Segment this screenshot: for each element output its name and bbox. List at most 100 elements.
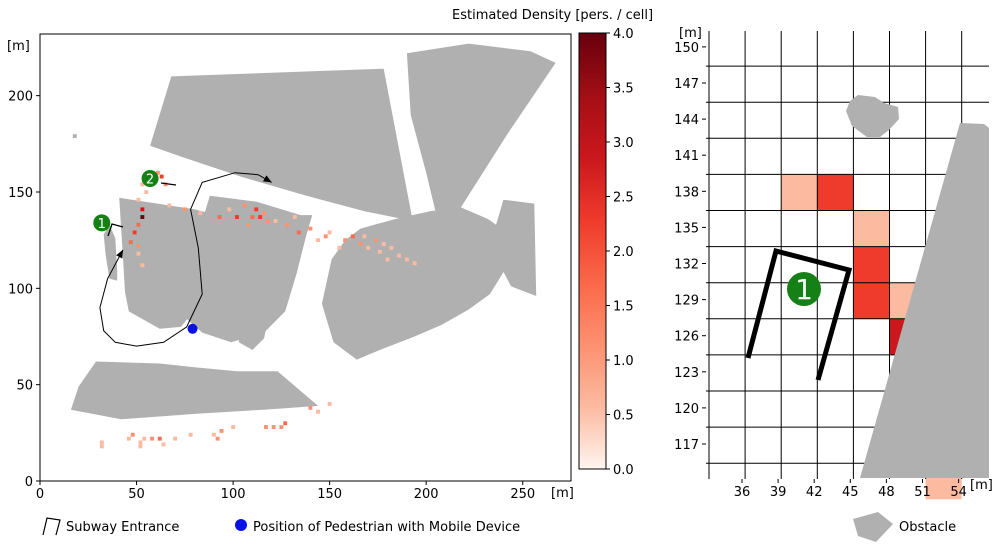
- marker-2: [141, 170, 159, 188]
- density-cells: [99, 170, 417, 449]
- density-cell: [136, 197, 141, 202]
- map-obstacles: [70, 43, 556, 420]
- zoom-density-cell: [853, 210, 890, 247]
- zoom-obstacle-small: [846, 95, 899, 137]
- density-cell: [130, 432, 135, 437]
- density-cell: [140, 182, 145, 187]
- zoom-x-tick-label: 45: [842, 485, 859, 500]
- pedestrian-dot: [187, 323, 198, 334]
- legend-pedestrian-dot: [235, 519, 247, 531]
- zoom-x-tick-label: 42: [806, 485, 823, 500]
- obstacle-0: [150, 68, 413, 221]
- density-cell: [163, 182, 168, 187]
- obstacle-6: [213, 207, 276, 350]
- density-cell: [412, 261, 417, 266]
- density-cell: [250, 215, 255, 219]
- map-x-unit: [m]: [551, 486, 574, 501]
- zoom-x-tick-label: 51: [914, 485, 931, 500]
- density-cell: [316, 238, 320, 243]
- zoom-density-cell: [817, 174, 854, 211]
- walking-path: [99, 172, 272, 347]
- density-cell: [150, 436, 154, 441]
- colorbar-tick-label: 3.5: [613, 82, 634, 97]
- colorbar-bar: [578, 32, 607, 470]
- density-cell: [404, 257, 409, 262]
- density-cell: [283, 421, 288, 426]
- zoom-y-tick-label: 147: [674, 77, 699, 92]
- colorbar-label: Estimated Density [pers. / cell]: [452, 8, 653, 23]
- colorbar-tick-label: 1.0: [613, 354, 634, 369]
- density-cell: [188, 432, 193, 437]
- density-cell: [362, 234, 367, 239]
- density-cell: [167, 203, 172, 208]
- zoom-marker-1-label: 1: [795, 273, 813, 306]
- legend-pedestrian: Position of Pedestrian with Mobile Devic…: [253, 520, 520, 535]
- density-cell: [273, 219, 278, 223]
- density-cell: [161, 442, 166, 447]
- density-cell: [264, 425, 268, 429]
- density-cell: [292, 215, 297, 219]
- colorbar: Estimated Density [pers. / cell] 0.0 0.5 1…: [452, 8, 653, 478]
- colorbar-tick-label: 2.5: [613, 191, 634, 206]
- density-cell: [246, 222, 251, 227]
- zoom-x-tick-label: 48: [878, 485, 895, 500]
- marker-label: 2: [146, 173, 154, 188]
- density-cell: [144, 190, 149, 194]
- density-cell: [258, 215, 263, 219]
- density-cell: [397, 253, 402, 258]
- density-cell: [308, 226, 313, 231]
- colorbar-tick-label: 1.5: [613, 300, 634, 315]
- zoom-y-tick-label: 117: [674, 438, 699, 453]
- density-cell: [254, 207, 259, 212]
- density-cell: [235, 215, 239, 219]
- zoom-y-unit: [m]: [679, 26, 702, 41]
- zoom-axes: 36 39 42 45 48 51 54 117 120 123 126 129 132 135 138 14…: [674, 41, 967, 500]
- zoom-y-tick-label: 141: [674, 149, 699, 164]
- obstacle-5: [321, 207, 523, 360]
- obstacle-9: [70, 361, 319, 420]
- density-cell: [211, 432, 216, 437]
- density-cell: [99, 444, 104, 449]
- density-cell: [265, 219, 270, 223]
- x-tick-label: 150: [317, 487, 342, 502]
- density-cell: [157, 436, 162, 441]
- zoom-y-tick-label: 126: [674, 330, 699, 345]
- density-cell: [136, 251, 141, 256]
- obstacle-7: [119, 197, 224, 329]
- density-cell: [155, 170, 160, 175]
- map-frame: [39, 33, 572, 482]
- density-cell: [381, 242, 386, 246]
- density-cell: [358, 242, 363, 246]
- zoom-y-tick-label: 132: [674, 258, 699, 273]
- density-cell: [128, 240, 133, 245]
- zoom-marker-1: [787, 272, 821, 306]
- density-cell: [262, 211, 266, 216]
- density-cell: [242, 203, 247, 208]
- zoom-density-cell: [781, 174, 818, 211]
- density-cell: [219, 429, 224, 433]
- zoom-obstacle-large: [860, 123, 989, 478]
- density-cell: [126, 436, 131, 441]
- path-arrow-start: [263, 175, 272, 183]
- y-tick-label: 150: [8, 186, 33, 201]
- density-cell: [140, 207, 145, 212]
- y-tick-label: 0: [25, 475, 33, 490]
- density-cell: [227, 207, 232, 212]
- colorbar-tick-label: 0.5: [613, 409, 634, 424]
- subway-entrance-icon: [42, 517, 61, 536]
- density-cell: [271, 425, 276, 429]
- path-line: [99, 172, 272, 347]
- y-tick-label: 100: [8, 282, 33, 297]
- density-cell: [366, 245, 371, 250]
- density-cell: [231, 425, 236, 429]
- x-tick-label: 100: [221, 487, 246, 502]
- density-cell: [142, 436, 147, 441]
- density-cell: [323, 234, 328, 239]
- density-cell: [138, 440, 143, 445]
- zoom-x-tick-label: 54: [950, 485, 967, 500]
- density-cell: [136, 222, 141, 227]
- map-markers: 12: [93, 170, 198, 334]
- density-cell: [327, 402, 332, 406]
